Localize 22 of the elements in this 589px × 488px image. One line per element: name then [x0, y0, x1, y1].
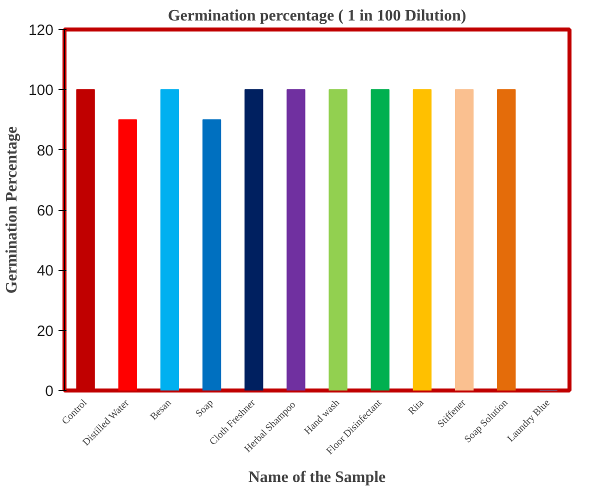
y-axis-title: Germination Percentage [3, 126, 20, 294]
bar [286, 89, 306, 390]
bar [118, 119, 137, 390]
chart-title: Germination percentage ( 1 in 100 Dilution) [168, 8, 466, 24]
y-tick-label: 0 [45, 383, 54, 400]
bar [160, 89, 180, 390]
x-tick-label: Soap [194, 398, 216, 420]
y-tick-label: 20 [36, 322, 54, 340]
y-tick-label: 60 [36, 202, 54, 220]
bar [370, 89, 390, 390]
y-tick-label: 120 [28, 22, 54, 39]
bar [328, 89, 348, 390]
bar [497, 89, 516, 390]
bar [454, 89, 474, 390]
y-tick-label: 80 [36, 142, 54, 160]
y-tick-label: 100 [28, 82, 54, 100]
x-axis-title: Name of the Sample [248, 468, 386, 486]
bar [244, 89, 264, 390]
y-tick-label: 40 [36, 262, 54, 280]
bar [412, 89, 432, 390]
x-tick-label: Rita [406, 397, 426, 418]
bar [202, 119, 222, 390]
